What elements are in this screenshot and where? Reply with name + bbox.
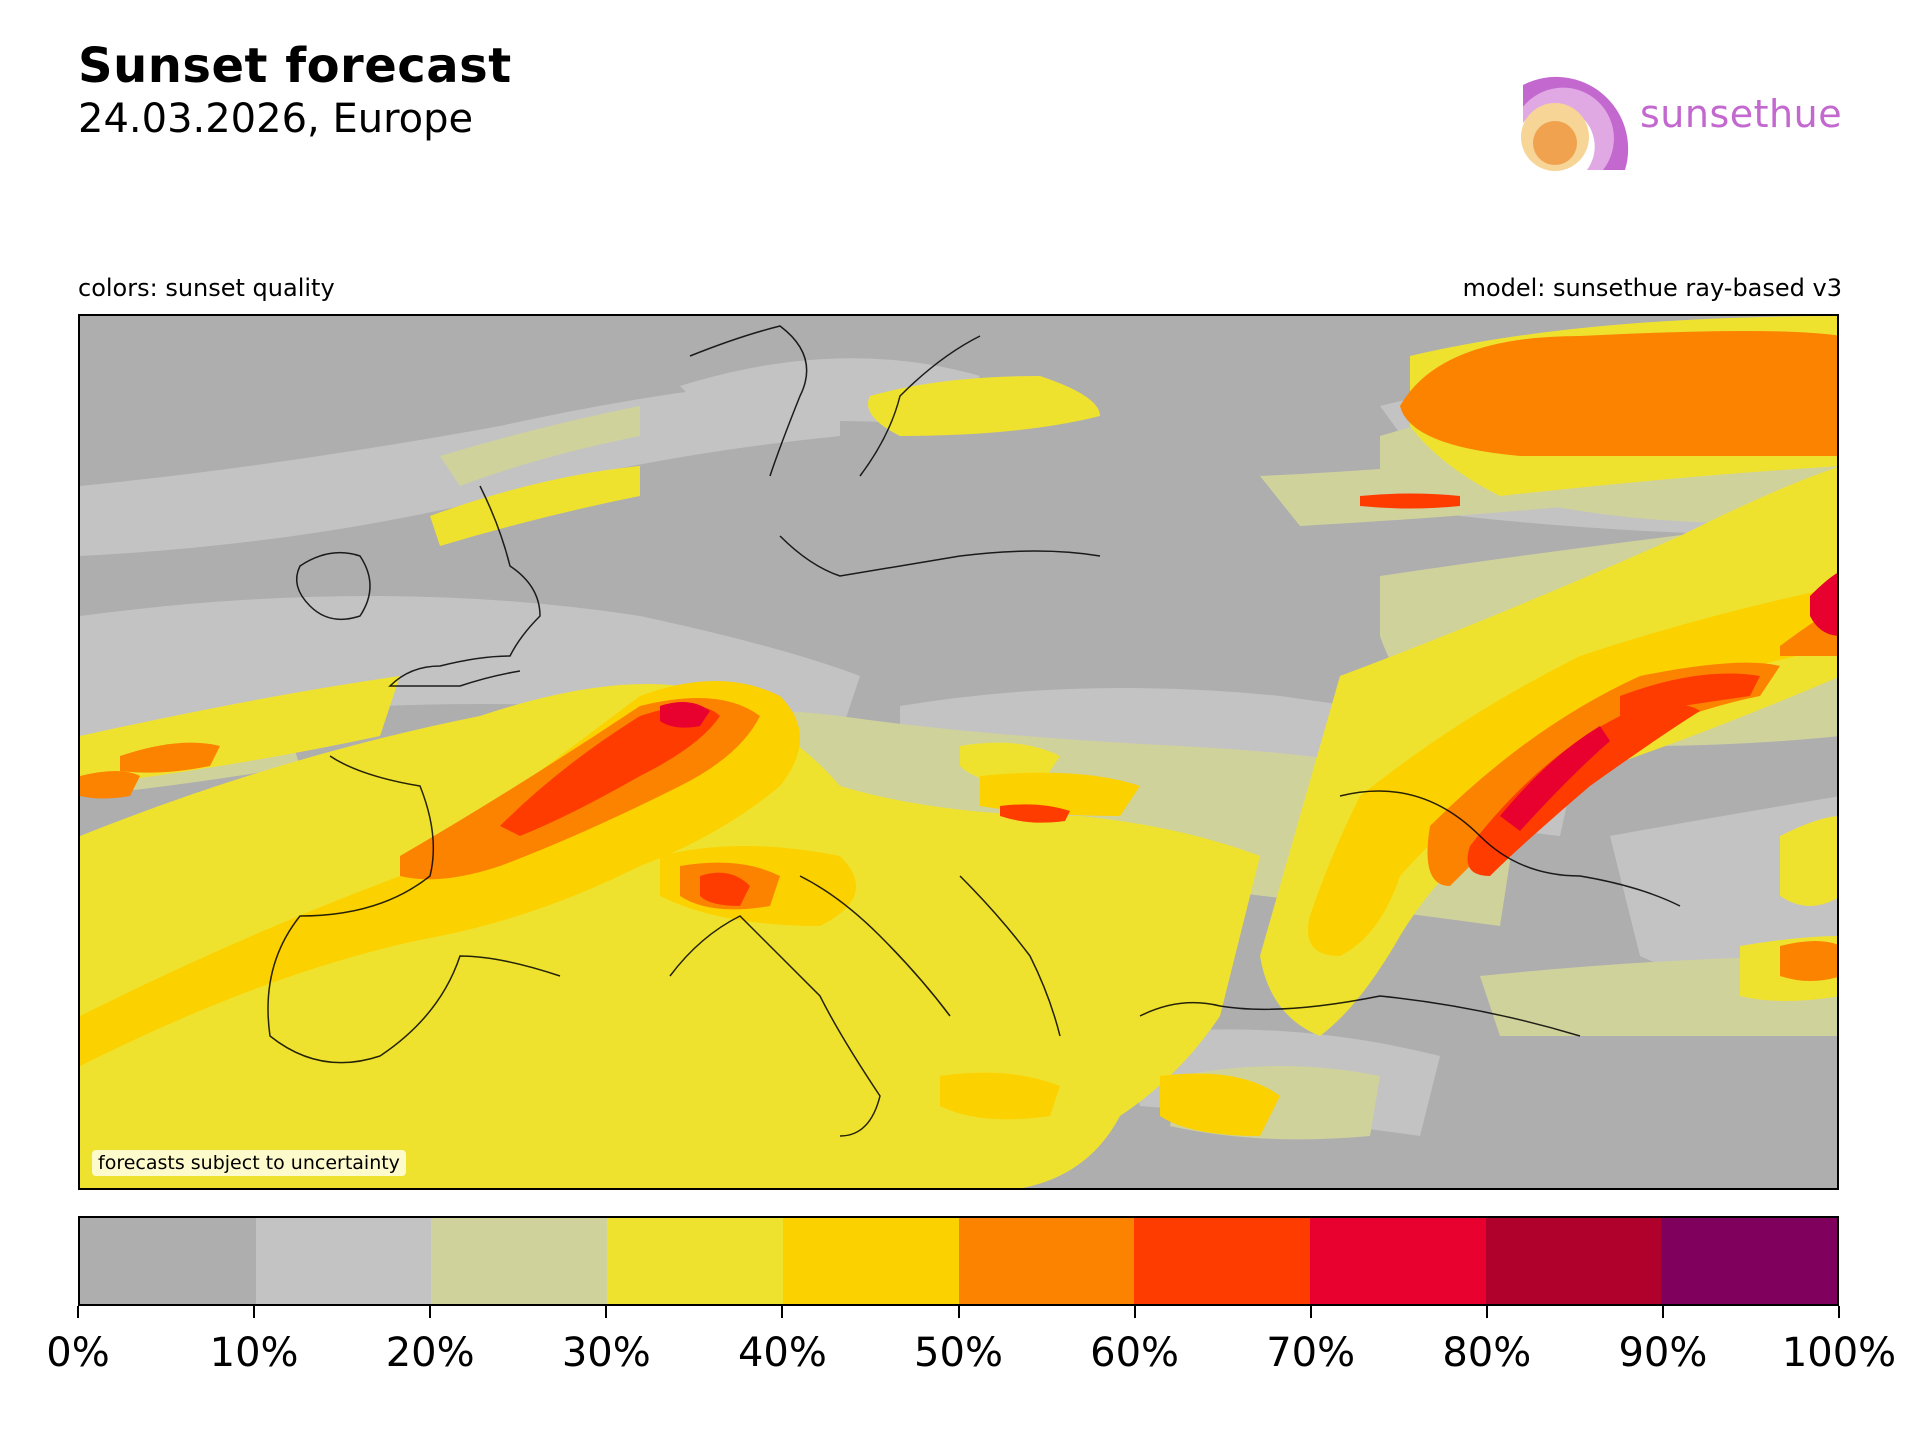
- colorbar-segment: [607, 1218, 783, 1304]
- coastlines: [267, 325, 1681, 1137]
- colorbar-segment: [1661, 1218, 1838, 1304]
- colorbar-tick: [77, 1306, 79, 1318]
- colorbar-ticks: 0% 10% 20% 30% 40% 50% 60% 70% 80% 90% 100%: [46, 1306, 1896, 1376]
- colorbar-tick: [1485, 1306, 1488, 1318]
- page-subtitle: 24.03.2026, Europe: [78, 96, 474, 142]
- sunsethue-logo: [1515, 55, 1845, 175]
- colorbar-segment: [1134, 1218, 1310, 1304]
- colorbar-tick: [957, 1306, 960, 1318]
- logo-text: sunsethue: [1640, 92, 1843, 136]
- colorbar-tick-label: 90%: [1618, 1330, 1708, 1376]
- colorbar-tick: [1838, 1306, 1840, 1318]
- colorbar-tick: [1309, 1306, 1312, 1318]
- forecast-map[interactable]: [78, 314, 1839, 1190]
- colorbar-segment: [255, 1218, 432, 1304]
- colorbar-segment: [782, 1218, 959, 1304]
- colorbar-tick-label: 40%: [737, 1330, 827, 1376]
- colors-note: colors: sunset quality: [78, 274, 335, 302]
- colorbar-tick-label: 60%: [1090, 1330, 1180, 1376]
- colorbar-tick: [253, 1306, 256, 1318]
- colorbar-segment: [958, 1218, 1135, 1304]
- colorbar-segment: [1485, 1218, 1662, 1304]
- colorbar-tick: [781, 1306, 784, 1318]
- colorbar-tick-label: 30%: [561, 1330, 651, 1376]
- colorbar: [78, 1216, 1839, 1306]
- uncertainty-note: forecasts subject to uncertainty: [92, 1150, 406, 1176]
- colorbar-segment: [431, 1218, 608, 1304]
- quality-70-80-areas: [660, 573, 1837, 831]
- colorbar-tick-label: 70%: [1266, 1330, 1356, 1376]
- map-canvas: [80, 316, 1837, 1188]
- page-title: Sunset forecast: [78, 38, 512, 94]
- quality-60-70-areas: [500, 493, 1760, 906]
- model-note: model: sunsethue ray-based v3: [1462, 274, 1842, 302]
- sun-logo-icon: [1521, 76, 1629, 171]
- colorbar-tick-label: 0%: [46, 1330, 110, 1376]
- colorbar-tick: [605, 1306, 608, 1318]
- colorbar-segment: [80, 1218, 256, 1304]
- colorbar-tick-label: 50%: [914, 1330, 1003, 1376]
- colorbar-tick-label: 10%: [209, 1330, 299, 1376]
- colorbar-tick: [1661, 1306, 1664, 1318]
- colorbar-tick: [429, 1306, 432, 1318]
- colorbar-tick-label: 20%: [385, 1330, 475, 1376]
- colorbar-segment: [1309, 1218, 1486, 1304]
- colorbar-tick-label: 100%: [1781, 1330, 1897, 1376]
- colorbar-tick-label: 80%: [1442, 1330, 1532, 1376]
- colorbar-tick: [1133, 1306, 1136, 1318]
